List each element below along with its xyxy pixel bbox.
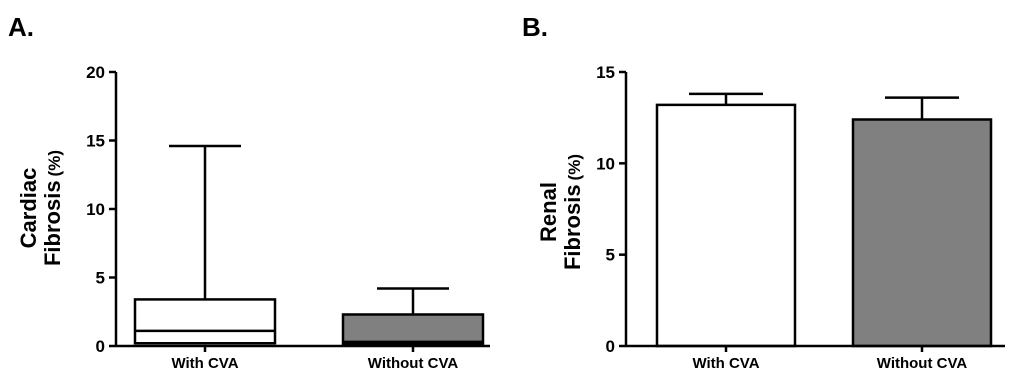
x-tick-label: Without CVA — [368, 355, 459, 372]
bar — [655, 103, 797, 348]
y-tick-label: 5 — [606, 246, 615, 265]
panel-a-x-axis: With CVA Without CVA — [116, 344, 490, 372]
panel-b-marks — [655, 92, 993, 348]
x-tick-label: With CVA — [171, 355, 238, 372]
panel-a-y-label-line2: Fibrosis (%) — [40, 150, 65, 266]
y-tick-label: 10 — [86, 200, 105, 219]
panel-a-y-label-line1: Cardiac — [16, 168, 41, 249]
panel-b-label: B. — [522, 12, 548, 42]
box-iqr — [133, 298, 277, 345]
y-tick-label: 10 — [596, 154, 615, 173]
panel-b-y-label-word: Fibrosis — [560, 184, 585, 270]
box-iqr — [341, 313, 485, 346]
panel-b-x-axis: With CVA Without CVA — [626, 344, 1005, 372]
panel-a-chart: A. Cardiac Fibrosis (%) 0 5 10 15 20 With CVA… — [8, 12, 490, 372]
panel-b-y-label-unit: (%) — [565, 154, 584, 180]
panel-a-y-label-word: Fibrosis — [40, 180, 65, 266]
panel-a-label: A. — [8, 12, 34, 42]
x-tick-label: With CVA — [692, 355, 759, 372]
panel-a-y-axis: 0 5 10 15 20 — [86, 63, 118, 356]
box-plot — [341, 287, 485, 346]
y-tick-label: 20 — [86, 63, 105, 82]
panel-b-y-axis: 0 5 10 15 — [596, 63, 628, 356]
box-plot — [133, 144, 277, 345]
panel-b-y-axis-label: Renal Fibrosis (%) — [536, 154, 585, 270]
panel-b-y-label-line2: Fibrosis (%) — [560, 154, 585, 270]
bar — [851, 118, 993, 348]
bar-group — [655, 92, 797, 348]
y-tick-label: 0 — [96, 337, 105, 356]
panel-a-y-label-unit: (%) — [45, 150, 64, 176]
y-tick-label: 5 — [96, 269, 105, 288]
y-tick-label: 0 — [606, 337, 615, 356]
x-tick-label: Without CVA — [877, 355, 968, 372]
panel-b-y-label-line1: Renal — [536, 182, 561, 242]
y-tick-label: 15 — [86, 132, 105, 151]
panel-a-y-axis-label: Cardiac Fibrosis (%) — [16, 150, 65, 266]
panel-a-marks — [133, 144, 485, 346]
y-tick-label: 15 — [596, 63, 615, 82]
bar-group — [851, 96, 993, 348]
